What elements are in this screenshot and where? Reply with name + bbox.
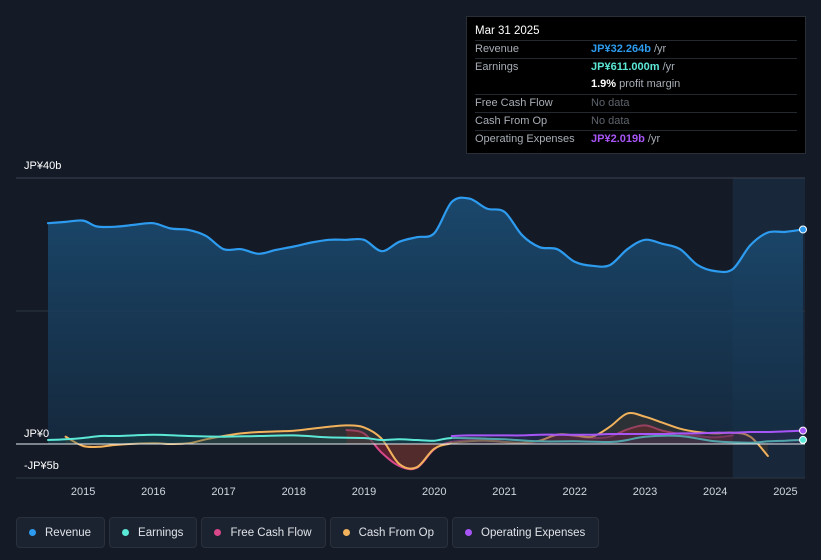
legend-label: Operating Expenses bbox=[481, 526, 586, 539]
legend-dot-icon bbox=[342, 529, 350, 536]
x-tick-label: 2024 bbox=[703, 486, 727, 498]
y-label-top: JP¥40b bbox=[24, 160, 62, 172]
tooltip-label: Revenue bbox=[475, 43, 520, 55]
operating-expenses-line bbox=[450, 429, 804, 437]
x-tick-label: 2015 bbox=[71, 486, 95, 498]
legend-label: Revenue bbox=[45, 526, 92, 539]
legend-item-cash-from-op[interactable]: Cash From Op bbox=[329, 517, 449, 548]
tooltip-value: JP¥2.019b /yr bbox=[591, 132, 661, 145]
tooltip-row: 1.9% profit margin bbox=[475, 76, 797, 93]
legend-dot-icon bbox=[29, 529, 36, 536]
x-tick-label: 2022 bbox=[563, 486, 587, 498]
x-tick-label: 2017 bbox=[211, 486, 235, 498]
tooltip-date: Mar 31 2025 bbox=[475, 25, 540, 37]
tooltip-label: Operating Expenses bbox=[475, 132, 575, 145]
tooltip-value: 1.9% profit margin bbox=[591, 78, 681, 91]
x-tick-label: 2025 bbox=[773, 486, 797, 498]
revenue-line bbox=[46, 196, 805, 274]
legend-item-free-cash-flow[interactable]: Free Cash Flow bbox=[201, 517, 326, 548]
legend-item-earnings[interactable]: Earnings bbox=[109, 517, 198, 548]
cash-from-op-line bbox=[64, 411, 769, 470]
tooltip-label: Free Cash Flow bbox=[475, 96, 553, 109]
revenue-area bbox=[48, 197, 803, 444]
x-tick-label: 2018 bbox=[282, 486, 306, 498]
tooltip-label: Cash From Op bbox=[475, 114, 548, 127]
legend-item-operating-expenses[interactable]: Operating Expenses bbox=[452, 517, 600, 548]
data-tooltip: Mar 31 2025 Revenue JP¥32.264b /yr Earning… bbox=[466, 16, 806, 154]
tooltip-row: Free Cash Flow No data bbox=[475, 93, 797, 112]
legend-label: Free Cash Flow bbox=[230, 526, 312, 539]
tooltip-value: No data bbox=[591, 114, 630, 127]
tooltip-label: Earnings bbox=[475, 61, 519, 74]
earnings-line bbox=[47, 433, 804, 444]
legend: Revenue Earnings Free Cash Flow Cash From O… bbox=[16, 517, 600, 548]
tooltip-label bbox=[475, 76, 591, 93]
x-tick-label: 2016 bbox=[141, 486, 165, 498]
free-cash-flow-area bbox=[346, 425, 733, 470]
tooltip-row: Cash From Op No data bbox=[475, 111, 797, 130]
legend-label: Cash From Op bbox=[358, 526, 435, 539]
tooltip-value: No data bbox=[591, 96, 630, 109]
operating-expenses-end-point bbox=[799, 426, 807, 435]
y-label-bottom: -JP¥5b bbox=[24, 460, 59, 472]
tooltip-value: JP¥611.000m /yr bbox=[591, 61, 675, 74]
y-label-zero: JP¥0 bbox=[24, 428, 50, 440]
revenue-end-point bbox=[799, 225, 807, 234]
tooltip-row: Operating Expenses JP¥2.019b /yr bbox=[475, 129, 797, 148]
legend-dot-icon bbox=[465, 529, 473, 536]
legend-item-revenue[interactable]: Revenue bbox=[16, 517, 106, 548]
legend-dot-icon bbox=[122, 529, 130, 536]
tooltip-row: Revenue JP¥32.264b /yr bbox=[475, 40, 797, 58]
x-tick-label: 2019 bbox=[352, 486, 376, 498]
earnings-end-point bbox=[799, 435, 807, 444]
x-tick-label: 2023 bbox=[633, 486, 657, 498]
tooltip-value: JP¥32.264b /yr bbox=[591, 43, 667, 55]
operating-expenses-area bbox=[451, 430, 803, 444]
x-tick-label: 2021 bbox=[492, 486, 516, 498]
tooltip-row: Earnings JP¥611.000m /yr bbox=[475, 58, 797, 76]
legend-label: Earnings bbox=[138, 526, 184, 539]
legend-dot-icon bbox=[214, 529, 222, 536]
x-tick-label: 2020 bbox=[422, 486, 446, 498]
